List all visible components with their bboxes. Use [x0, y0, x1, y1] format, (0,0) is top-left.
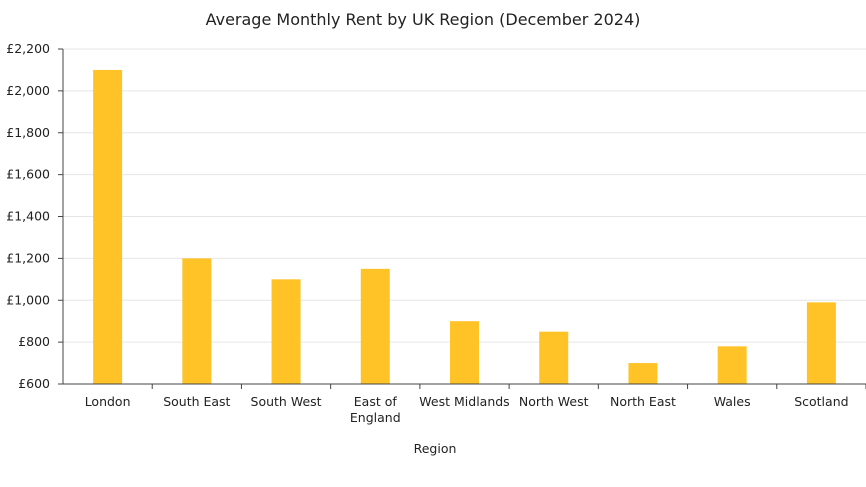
x-tick-label: Scotland — [794, 394, 848, 409]
x-tick-label: North West — [519, 394, 589, 409]
x-tick-label: East of England — [350, 394, 401, 425]
y-tick-label: £1,200 — [6, 250, 50, 265]
bar — [450, 321, 479, 384]
bar — [539, 331, 569, 384]
x-tick-label: London — [85, 394, 131, 409]
bar — [806, 302, 836, 384]
bar — [360, 268, 390, 384]
bar — [271, 279, 301, 384]
bars — [93, 69, 836, 384]
bar — [717, 346, 747, 384]
x-tick-label: West Midlands — [419, 394, 509, 409]
y-tick-label: £1,600 — [6, 167, 50, 182]
y-axis-ticks: £600 £800 £1,000 £1,200 £1,400 £1,600 £1,800 £2… — [6, 41, 63, 391]
y-tick-label: £1,400 — [6, 209, 50, 224]
x-axis-ticks: London South East South West East of England… — [85, 384, 866, 425]
x-tick-label: South West — [251, 394, 322, 409]
x-tick-label: North East — [610, 394, 676, 409]
y-tick-label: £2,000 — [6, 83, 50, 98]
y-tick-label: £1,800 — [6, 125, 50, 140]
bar — [628, 363, 658, 384]
x-axis-title: Region — [414, 441, 457, 456]
x-tick-label: South East — [163, 394, 230, 409]
y-tick-label: £1,000 — [6, 292, 50, 307]
bar — [182, 258, 212, 384]
y-tick-label: £2,200 — [6, 41, 50, 56]
y-tick-label: £600 — [18, 376, 50, 391]
x-tick-label: Wales — [714, 394, 751, 409]
y-tick-label: £800 — [18, 334, 50, 349]
bar — [93, 69, 123, 384]
chart-title: Average Monthly Rent by UK Region (Decem… — [206, 10, 641, 29]
